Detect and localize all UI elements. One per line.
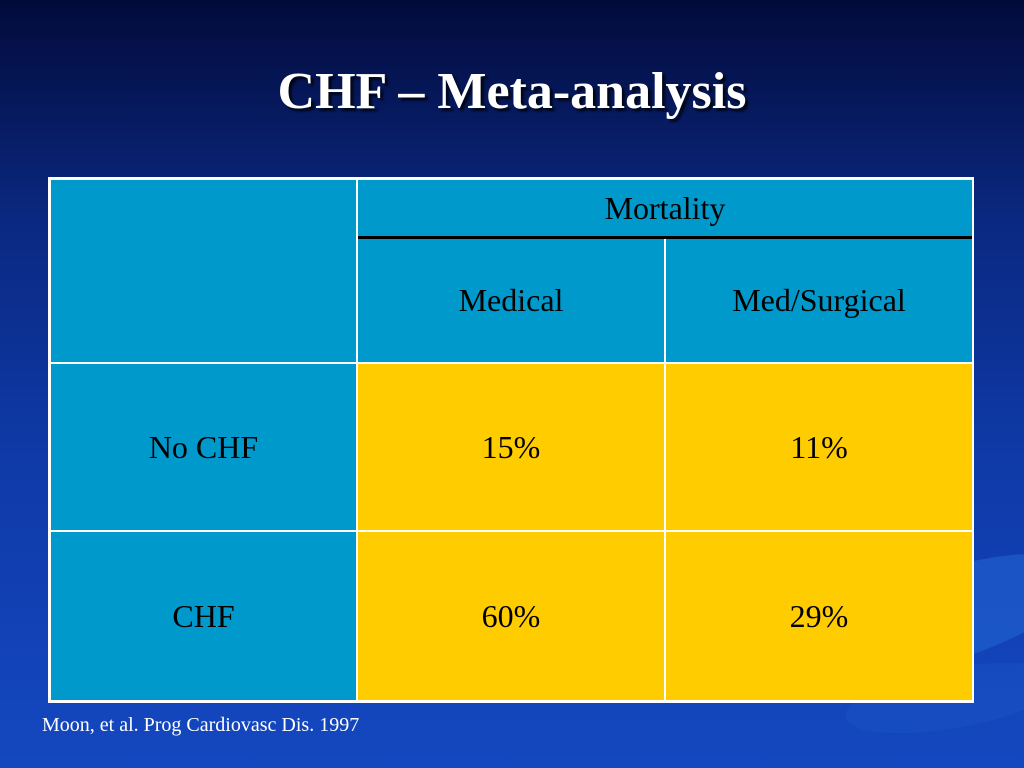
row-header-no-chf: No CHF — [51, 364, 356, 530]
table-corner-cell — [51, 180, 356, 362]
column-header-medical: Medical — [358, 239, 664, 362]
slide-title: CHF – Meta-analysis — [277, 63, 747, 120]
value-cell-chf-med-surgical: 29% — [666, 532, 972, 700]
value-cell-no-chf-med-surgical: 11% — [666, 364, 972, 530]
value-label: 29% — [789, 597, 849, 634]
column-header-label: Medical — [458, 282, 564, 318]
mortality-group-header: Mortality — [358, 180, 972, 236]
value-label: 11% — [790, 428, 848, 465]
mortality-header-rule — [358, 236, 972, 239]
value-cell-chf-medical: 60% — [358, 532, 664, 700]
mortality-table: Mortality Medical Med/Surgical No CHF 15… — [48, 177, 974, 703]
column-header-med-surgical: Med/Surgical — [666, 239, 972, 362]
mortality-group-header-label: Mortality — [604, 189, 726, 226]
value-label: 15% — [481, 428, 541, 465]
row-header-label: No CHF — [148, 428, 259, 465]
citation-text: Moon, et al. Prog Cardiovasc Dis. 1997 — [42, 714, 360, 736]
value-cell-no-chf-medical: 15% — [358, 364, 664, 530]
column-header-label: Med/Surgical — [732, 282, 906, 318]
row-header-label: CHF — [172, 597, 235, 634]
row-header-chf: CHF — [51, 532, 356, 700]
value-label: 60% — [481, 597, 541, 634]
